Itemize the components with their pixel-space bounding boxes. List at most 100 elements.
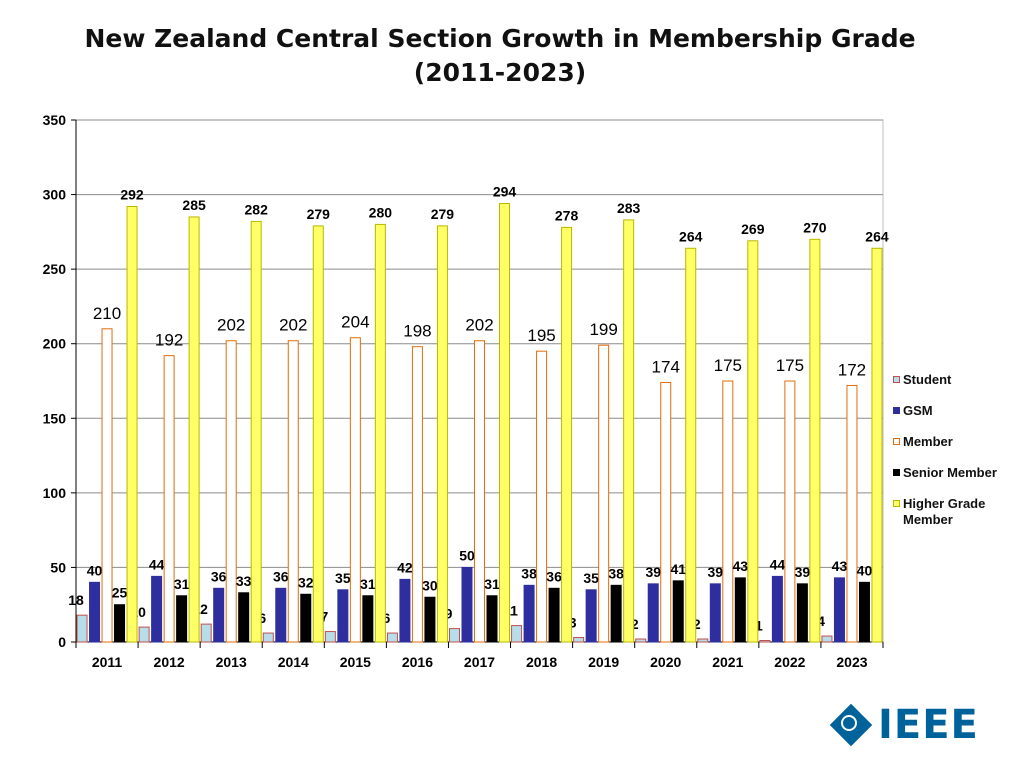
bar-member-2021	[722, 380, 734, 643]
bar-student-2017	[449, 628, 460, 643]
bar-higher-grade-member-2023	[871, 247, 883, 643]
x-tick-label-2017: 2017	[464, 654, 495, 670]
legend-label-student: Student	[903, 372, 952, 387]
data-label-higher-grade-member-2022: 270	[803, 219, 827, 235]
data-label-gsm-2021: 39	[708, 564, 724, 580]
data-label-gsm-2011: 40	[87, 562, 103, 578]
chart-legend: Student GSM Member Senior Member Higher …	[890, 372, 1020, 527]
data-label-member-2013: 202	[217, 316, 245, 335]
bar-higher-grade-member-2017	[499, 203, 510, 643]
bar-member-2018	[536, 350, 548, 643]
x-tick-label-2020: 2020	[650, 654, 681, 670]
bar-student-2015	[324, 631, 336, 643]
data-label-member-2020: 174	[652, 357, 680, 376]
data-label-member-2015: 204	[341, 313, 369, 332]
data-label-higher-grade-member-2021: 269	[741, 221, 765, 237]
y-tick-label-100: 100	[43, 485, 67, 501]
y-tick-label-50: 50	[50, 559, 66, 575]
x-tick-label-2018: 2018	[526, 654, 557, 670]
data-label-student-2019: 3	[569, 615, 577, 631]
data-label-member-2023: 172	[838, 360, 866, 379]
bar-gsm-2017	[461, 566, 473, 643]
ieee-wordmark: IEEE	[878, 702, 979, 748]
bar-gsm-2016	[399, 578, 411, 643]
bar-member-2014	[287, 340, 299, 643]
x-tick-label-2014: 2014	[278, 654, 309, 670]
x-tick-label-2016: 2016	[402, 654, 433, 670]
legend-item-gsm: GSM	[890, 403, 1020, 434]
x-tick-label-2023: 2023	[836, 654, 867, 670]
data-label-gsm-2022: 44	[770, 556, 786, 572]
x-tick-label-2019: 2019	[588, 654, 619, 670]
data-label-senior-member-2021: 43	[733, 558, 749, 574]
ieee-logo: IEEE	[828, 702, 978, 748]
data-label-student-2023: 4	[817, 613, 825, 629]
data-label-senior-member-2020: 41	[670, 561, 686, 577]
legend-label-higher-grade-member: Higher Grade Member	[903, 496, 986, 527]
y-tick-label-300: 300	[43, 187, 67, 203]
legend-item-member: Member	[890, 434, 1020, 465]
data-label-student-2011: 18	[68, 592, 84, 608]
bar-senior-member-2022	[796, 583, 808, 643]
bar-member-2012	[163, 355, 175, 643]
data-label-gsm-2015: 35	[335, 570, 351, 586]
data-label-higher-grade-member-2018: 278	[555, 207, 579, 223]
legend-label-member: Member	[903, 434, 953, 449]
data-label-student-2015: 7	[320, 609, 328, 625]
bar-member-2015	[349, 337, 361, 643]
data-label-gsm-2017: 50	[459, 547, 475, 563]
data-label-student-2020: 2	[631, 616, 639, 632]
data-label-gsm-2023: 43	[832, 558, 848, 574]
data-label-gsm-2012: 44	[149, 556, 165, 572]
bar-gsm-2013	[213, 587, 225, 643]
bar-gsm-2012	[151, 575, 163, 643]
bar-student-2016	[386, 632, 398, 643]
data-label-student-2021: 2	[693, 616, 701, 632]
data-label-gsm-2016: 42	[397, 559, 413, 575]
data-label-student-2017: 9	[445, 606, 453, 622]
data-label-senior-member-2013: 33	[236, 573, 252, 589]
data-label-senior-member-2018: 36	[546, 568, 562, 584]
x-tick-label-2011: 2011	[92, 654, 123, 670]
bar-higher-grade-member-2011	[126, 206, 138, 643]
data-label-gsm-2020: 39	[645, 564, 661, 580]
data-label-senior-member-2016: 30	[422, 577, 438, 593]
ieee-kite-icon	[841, 715, 857, 731]
y-tick-label-350: 350	[43, 112, 67, 128]
bar-senior-member-2011	[114, 604, 126, 643]
bar-gsm-2019	[585, 589, 597, 643]
bar-member-2013	[225, 340, 237, 643]
data-label-senior-member-2014: 32	[298, 574, 314, 590]
data-label-member-2019: 199	[589, 320, 617, 339]
data-label-gsm-2018: 38	[521, 565, 537, 581]
data-label-higher-grade-member-2019: 283	[617, 200, 641, 216]
data-label-senior-member-2015: 31	[360, 576, 376, 592]
y-tick-label-0: 0	[58, 634, 66, 650]
bar-senior-member-2019	[610, 584, 622, 643]
y-tick-label-250: 250	[43, 261, 67, 277]
data-label-higher-grade-member-2016: 279	[431, 206, 455, 222]
chart-title-line-1: New Zealand Central Section Growth in Me…	[84, 24, 916, 53]
data-label-student-2022: 1	[755, 618, 763, 634]
bar-student-2018	[511, 625, 523, 643]
data-label-gsm-2019: 35	[583, 570, 599, 586]
bar-senior-member-2012	[176, 595, 188, 643]
bar-senior-member-2015	[362, 595, 374, 643]
bar-higher-grade-member-2022	[809, 238, 821, 643]
bar-student-2020	[635, 638, 647, 643]
bar-gsm-2021	[709, 583, 721, 643]
bar-member-2019	[598, 344, 610, 643]
data-label-student-2016: 6	[383, 610, 391, 626]
bar-student-2019	[573, 637, 585, 643]
data-label-member-2021: 175	[714, 356, 742, 375]
legend-swatch-senior-member	[893, 469, 900, 476]
bar-gsm-2023	[833, 577, 845, 643]
x-tick-label-2022: 2022	[774, 654, 805, 670]
bar-member-2016	[411, 346, 423, 643]
legend-swatch-gsm	[893, 407, 900, 414]
bar-gsm-2022	[771, 575, 783, 643]
data-label-student-2014: 6	[258, 610, 266, 626]
bar-higher-grade-member-2013	[250, 220, 262, 643]
bar-senior-member-2020	[672, 580, 684, 643]
